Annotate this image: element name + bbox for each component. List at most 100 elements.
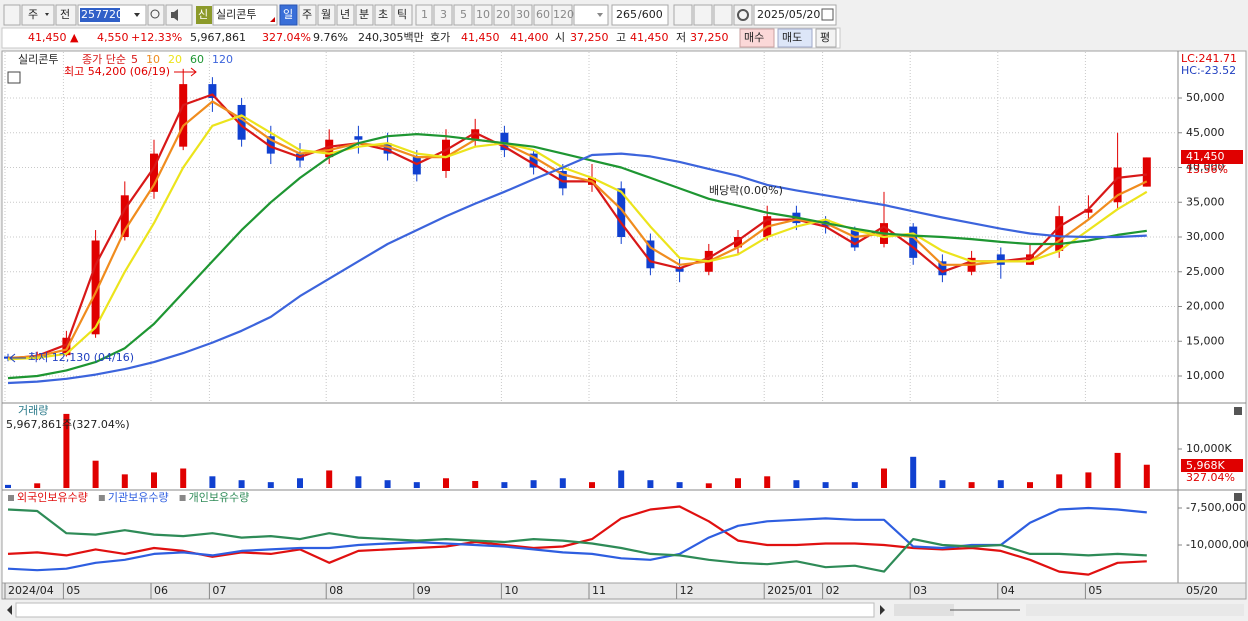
y-tick-label: 10,000	[1186, 369, 1225, 382]
avg-button[interactable]	[815, 28, 837, 48]
period-button[interactable]	[336, 4, 355, 26]
series-line	[7, 93, 1147, 360]
volume-bar	[676, 482, 683, 488]
chart-title: 실리콘투	[18, 53, 58, 66]
buy-button[interactable]	[739, 28, 775, 48]
interval: 1	[421, 8, 428, 21]
volume-bar	[209, 476, 216, 488]
period-button[interactable]	[374, 4, 393, 26]
dropdown-arrow	[597, 13, 603, 17]
candle-body	[1142, 157, 1151, 187]
sell-button[interactable]	[777, 28, 813, 48]
period-button[interactable]	[393, 4, 413, 26]
quote-bg	[1, 27, 841, 49]
candle-body	[500, 132, 509, 151]
layout-icon[interactable]	[3, 4, 21, 26]
date-box[interactable]	[753, 4, 837, 26]
open-label: 시	[555, 31, 565, 44]
x-tick-label: 03	[913, 584, 927, 597]
save-button[interactable]	[713, 4, 733, 26]
search-button[interactable]	[147, 4, 165, 26]
period-button[interactable]	[317, 4, 336, 26]
y-tick-label: 20,000	[1186, 300, 1225, 313]
x-tick-label: 04	[1001, 584, 1015, 597]
legend-icon	[179, 495, 186, 501]
interval-button[interactable]	[473, 4, 493, 26]
playback-controls[interactable]	[894, 604, 954, 616]
volume-bar	[735, 478, 741, 488]
high: 41,450	[630, 31, 669, 44]
code-selection	[80, 8, 120, 22]
market2-button[interactable]	[55, 4, 77, 26]
hc-label: HC:-23.52	[1181, 64, 1236, 77]
interval-button[interactable]	[493, 4, 513, 26]
candle-body	[1055, 216, 1064, 251]
scroll-right[interactable]	[880, 605, 885, 615]
interval-button[interactable]	[453, 4, 473, 26]
dividend-annotation: 배당락(0.00%)	[709, 184, 783, 197]
interval: 3	[440, 8, 447, 21]
volume-bar	[559, 478, 566, 488]
tool-button[interactable]	[693, 4, 713, 26]
stock-name: 실리콘투	[216, 8, 256, 21]
close-panel[interactable]	[1234, 407, 1242, 415]
tool-icons[interactable]	[1026, 604, 1244, 616]
annotation-arrow	[9, 353, 26, 363]
volume-bar	[151, 472, 157, 488]
market-select[interactable]	[21, 4, 55, 26]
scroll-left[interactable]	[7, 605, 12, 615]
y-tick-label: 10,000K	[1186, 442, 1232, 455]
volume-bar	[705, 483, 712, 488]
volume-pct: 327.04%	[262, 31, 311, 44]
candle-body	[91, 240, 100, 335]
interval: 60	[536, 8, 550, 21]
settings-button[interactable]	[733, 4, 753, 26]
candle-body	[909, 226, 918, 258]
period-button[interactable]	[298, 4, 317, 26]
x-tick-label: 09	[417, 584, 431, 597]
legend-item: 120	[212, 53, 233, 66]
volume-bar	[968, 482, 975, 488]
low-label: 저	[676, 31, 686, 44]
price: 41,450 ▲	[28, 31, 79, 44]
x-tick-label: 02	[826, 584, 840, 597]
sound-button[interactable]	[165, 4, 193, 26]
period: 분	[359, 8, 369, 21]
close-panel[interactable]	[1234, 493, 1242, 501]
x-tick-label: 10	[504, 584, 518, 597]
volume-bar	[939, 480, 946, 488]
interval-button[interactable]	[551, 4, 573, 26]
interval-select[interactable]	[573, 4, 609, 26]
period-button[interactable]	[355, 4, 374, 26]
candle-body	[325, 139, 334, 158]
change-pct: +12.33%	[131, 31, 182, 44]
last-price-box	[1181, 150, 1243, 164]
volume-bar	[297, 478, 303, 488]
period-button[interactable]	[279, 4, 298, 26]
change: 4,550	[97, 31, 129, 44]
period: 초	[378, 8, 388, 21]
name-badge: 신	[198, 8, 208, 21]
interval-button[interactable]	[415, 4, 433, 26]
legend-item: 5	[131, 53, 138, 66]
sell: 매도	[782, 31, 802, 44]
volume-bar	[472, 480, 479, 488]
volume-bar	[1027, 482, 1033, 488]
market: 주	[28, 8, 38, 21]
volume-bar	[238, 480, 245, 488]
scrollbar	[2, 601, 1246, 619]
x-tick-label: 2025/01	[767, 584, 813, 597]
interval-button[interactable]	[513, 4, 533, 26]
count-box[interactable]	[611, 4, 669, 26]
candle-body	[996, 254, 1005, 265]
last-change: 13.56%	[1186, 163, 1228, 176]
interval-button[interactable]	[433, 4, 453, 26]
amount: 240,305백만	[358, 31, 424, 44]
candle-body	[1026, 254, 1034, 265]
legend-item: 외국인보유수량	[17, 491, 88, 504]
open: 37,250	[570, 31, 609, 44]
scroll-thumb[interactable]	[15, 602, 875, 618]
calendar-icon	[821, 8, 834, 21]
tool-button[interactable]	[673, 4, 693, 26]
